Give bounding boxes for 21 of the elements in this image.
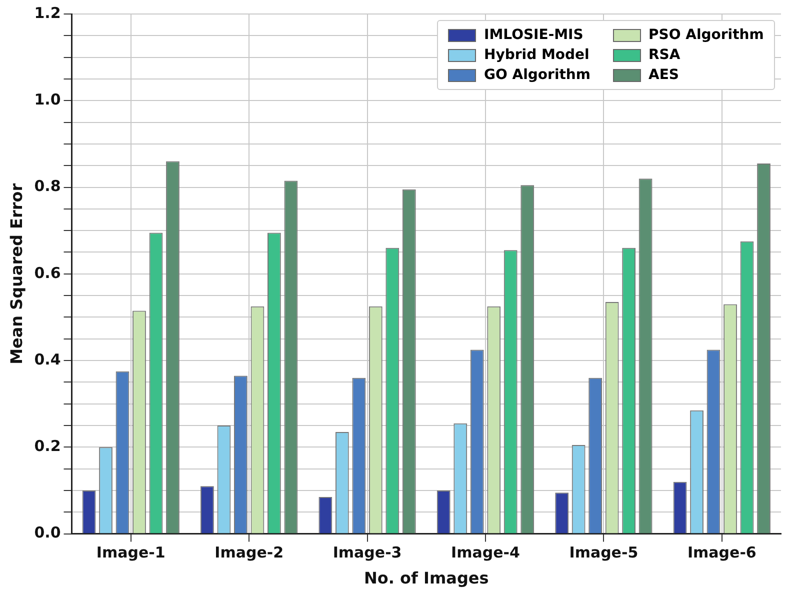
legend-label: Hybrid Model — [484, 47, 590, 63]
x-tick-label: Image-4 — [451, 544, 520, 562]
y-tick-label: 1.2 — [34, 4, 61, 22]
legend-label: PSO Algorithm — [648, 27, 764, 43]
x-tick-label: Image-3 — [332, 544, 402, 562]
y-tick-label: 0.0 — [34, 524, 61, 542]
legend-label: RSA — [648, 47, 680, 63]
y-tick-label: 0.8 — [34, 177, 61, 196]
y-tick-label: 0.6 — [34, 264, 61, 282]
x-tick-label: Image-5 — [569, 544, 638, 562]
x-tick-label: Image-6 — [687, 544, 756, 562]
legend-label: GO Algorithm — [484, 67, 590, 83]
x-tick-label: Image-2 — [214, 544, 284, 562]
legend-label: IMLOSIE-MIS — [484, 27, 584, 43]
x-tick-label: Image-1 — [96, 544, 166, 562]
y-tick-label: 1.0 — [34, 90, 61, 109]
y-axis-title: Mean Squared Error — [6, 183, 26, 364]
x-axis-title: No. of Images — [364, 568, 489, 588]
y-tick-label: 0.2 — [34, 437, 61, 456]
legend-label: AES — [648, 67, 679, 83]
y-tick-label: 0.4 — [34, 350, 61, 368]
